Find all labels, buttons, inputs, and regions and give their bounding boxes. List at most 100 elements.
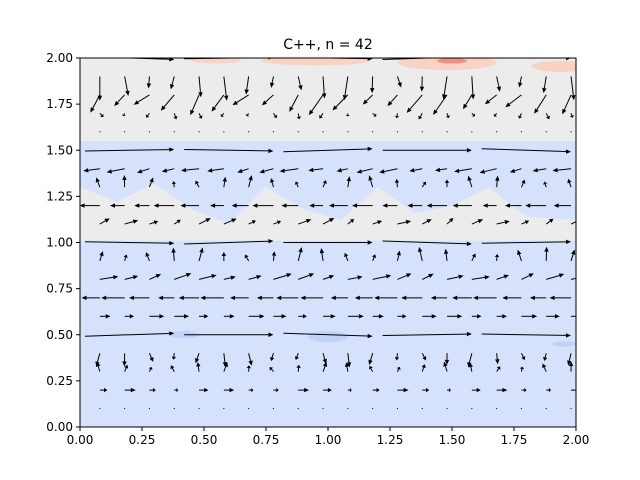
x-tick-label: 0.25 [129, 433, 156, 447]
quiver-arrow [394, 353, 400, 361]
quiver-arrow [276, 295, 299, 301]
quiver-arrow [444, 179, 450, 188]
quiver-arrow [379, 168, 398, 174]
quiver-arrow [173, 131, 175, 133]
quiver-arrow [471, 314, 482, 319]
quiver-arrow [471, 112, 476, 117]
quiver-arrow [520, 179, 526, 188]
quiver-arrow [362, 94, 373, 105]
quiver-arrow [372, 274, 392, 280]
quiver-arrow [81, 295, 100, 301]
quiver-arrow [297, 407, 299, 410]
quiver-arrow [406, 94, 423, 113]
quiver-arrow [543, 353, 548, 361]
shear-arrow [481, 148, 572, 154]
quiver-arrow [223, 275, 236, 280]
quiver-arrow [248, 131, 250, 133]
quiver-arrow [273, 220, 282, 225]
quiver-arrow [322, 180, 327, 188]
quiver-arrow [124, 387, 136, 393]
quiver-arrow [372, 254, 377, 262]
quiver-arrow [124, 219, 139, 225]
quiver-arrow [336, 168, 348, 173]
quiver-arrow [300, 295, 324, 301]
quiver-arrow [207, 168, 224, 173]
quiver-arrow [372, 387, 380, 393]
quiver-arrow [148, 177, 154, 188]
quiver-arrow [496, 274, 510, 280]
quiver-arrow [347, 407, 349, 410]
y-tick-label: 1.75 [46, 97, 73, 111]
quiver-arrow [569, 113, 575, 118]
quiver-arrow [99, 131, 101, 133]
quiver-arrow [322, 275, 335, 280]
quiver-arrow [198, 247, 204, 262]
quiver-arrow [173, 219, 181, 225]
quiver-arrow [248, 274, 262, 280]
quiver-arrow [330, 295, 348, 301]
shear-arrow [481, 333, 572, 338]
quiver-arrow [198, 407, 200, 410]
quiver-arrow [482, 203, 497, 208]
quiver-arrow [174, 314, 190, 319]
quiver-arrow [248, 175, 253, 188]
quiver-arrow [124, 314, 134, 319]
quiver-arrow [149, 274, 162, 280]
quiver-arrow [148, 367, 153, 372]
quiver-arrow [190, 94, 200, 116]
y-tick-label: 0.00 [46, 420, 73, 434]
quiver-arrow [148, 353, 154, 362]
shear-arrow [114, 58, 175, 62]
quiver-arrow [174, 387, 179, 393]
quiver-arrow [570, 131, 572, 133]
contour-warm-region [191, 58, 242, 64]
quiver-arrow [148, 407, 151, 410]
shear-arrow [184, 332, 274, 337]
quiver-arrow [198, 76, 203, 98]
contour-hot-spot [437, 58, 467, 64]
quiver-arrow [543, 181, 548, 188]
quiver-arrow [344, 252, 349, 262]
quiver-arrow [281, 203, 299, 208]
quiver-arrow [133, 94, 150, 105]
quiver-arrows [80, 76, 576, 410]
quiver-arrow [294, 181, 299, 188]
quiver-arrow [244, 76, 250, 95]
quiver-arrow [479, 168, 497, 174]
quiver-arrow [372, 131, 374, 133]
contour-warm-region [397, 58, 497, 70]
quiver-arrow [354, 295, 373, 301]
x-tick-label: 1.50 [439, 433, 466, 447]
shear-arrow [283, 240, 373, 245]
quiver-arrow [273, 273, 292, 280]
y-tick-label: 0.50 [46, 328, 73, 342]
quiver-arrow [496, 366, 501, 372]
quiver-arrow [137, 168, 150, 174]
quiver-arrow [517, 249, 522, 262]
quiver-arrow [544, 246, 549, 261]
quiver-arrow [422, 219, 432, 225]
quiver-arrow [494, 253, 500, 261]
quiver-arrow [422, 387, 430, 393]
quiver-arrow [397, 387, 409, 393]
quiver-arrow [273, 314, 287, 319]
quiver-arrow [347, 314, 364, 319]
quiver-arrow [382, 203, 398, 208]
quiver-arrow [220, 113, 225, 117]
quiver-arrow [198, 218, 211, 225]
quiver-arrow [199, 387, 209, 393]
quiver-arrow [542, 363, 547, 372]
shear-arrow [283, 332, 373, 339]
quiver-arrow [323, 314, 336, 319]
quiver-arrow [211, 94, 225, 112]
quiver-arrow [346, 176, 351, 188]
quiver-arrow [160, 94, 175, 111]
quiver-arrow [496, 76, 502, 92]
quiver-arrow [296, 364, 301, 372]
quiver-arrow [521, 220, 530, 225]
quiver-arrow [397, 273, 412, 280]
quiver-arrow [99, 387, 108, 393]
quiver-arrow [319, 113, 324, 119]
quiver-arrow [567, 178, 572, 188]
